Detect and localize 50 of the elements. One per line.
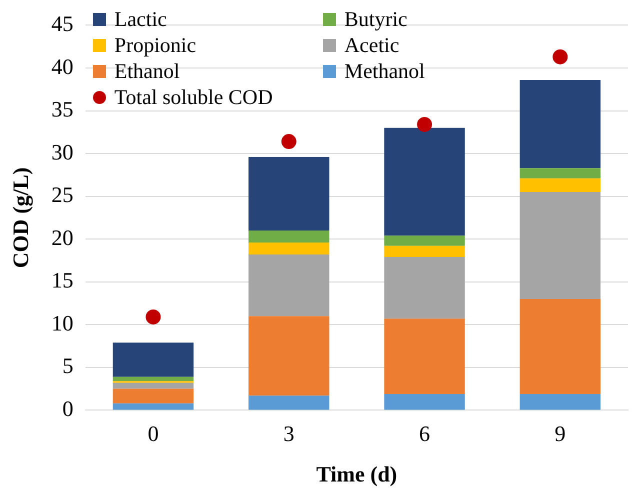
x-tick-label: 3 bbox=[283, 421, 294, 446]
y-tick-label: 40 bbox=[51, 54, 74, 79]
y-tick-label: 35 bbox=[51, 96, 74, 122]
bar bbox=[520, 394, 601, 410]
x-axis-title: Time (d) bbox=[316, 461, 398, 486]
legend-label: Methanol bbox=[344, 59, 425, 84]
bar bbox=[384, 128, 465, 236]
legend-label: Propionic bbox=[114, 33, 196, 58]
bar bbox=[112, 388, 194, 404]
bar bbox=[520, 298, 601, 394]
bar bbox=[112, 376, 194, 382]
bar bbox=[520, 178, 601, 192]
y-tick-label: 20 bbox=[51, 224, 74, 250]
bar bbox=[520, 168, 601, 178]
point bbox=[417, 116, 432, 132]
point bbox=[146, 309, 161, 324]
y-axis-title: COD (g/L) bbox=[8, 167, 33, 268]
legend-label: Total soluble COD bbox=[114, 85, 273, 110]
legend-label: Acetic bbox=[344, 33, 400, 58]
bar bbox=[520, 192, 601, 299]
legend-label: Ethanol bbox=[114, 59, 180, 84]
bar bbox=[384, 246, 465, 258]
bar bbox=[112, 382, 194, 389]
bar bbox=[248, 316, 330, 396]
bar bbox=[384, 318, 465, 394]
legend-label: Butyric bbox=[344, 7, 408, 32]
bar bbox=[248, 396, 330, 410]
bar bbox=[248, 230, 330, 243]
legend-label: Lactic bbox=[114, 7, 167, 32]
bar bbox=[384, 236, 465, 246]
bar bbox=[112, 342, 194, 377]
y-tick-label: 25 bbox=[51, 182, 74, 208]
x-tick-label: 0 bbox=[148, 421, 159, 446]
bar bbox=[520, 80, 601, 168]
point bbox=[281, 134, 296, 150]
bar bbox=[248, 254, 330, 316]
y-tick-label: 10 bbox=[51, 310, 74, 336]
bar bbox=[248, 156, 330, 231]
y-tick-label: 30 bbox=[51, 139, 74, 164]
x-tick-label: 9 bbox=[554, 421, 566, 446]
y-tick-label: 15 bbox=[51, 268, 74, 293]
bar bbox=[384, 394, 465, 410]
y-tick-label: 0 bbox=[62, 396, 74, 421]
x-tick-label: 6 bbox=[419, 421, 430, 446]
bar bbox=[384, 257, 465, 319]
bar bbox=[112, 403, 194, 410]
point bbox=[552, 49, 568, 64]
y-tick-label: 45 bbox=[51, 10, 74, 36]
bar bbox=[248, 242, 330, 254]
y-tick-label: 5 bbox=[62, 353, 74, 378]
